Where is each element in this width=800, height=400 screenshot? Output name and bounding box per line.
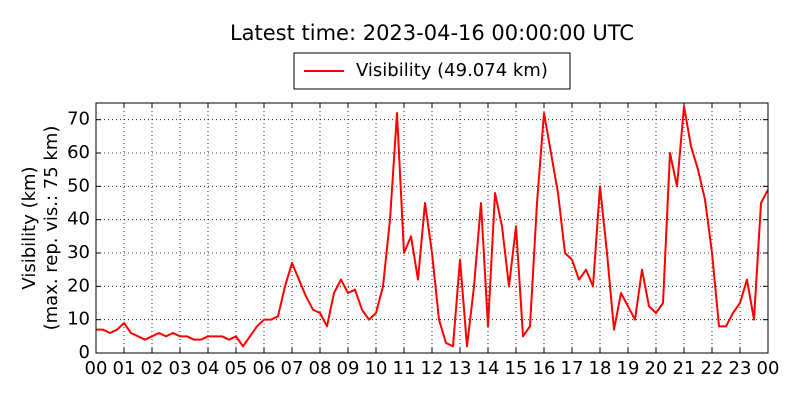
x-tick-label: 11 bbox=[393, 358, 416, 379]
y-tick-label: 30 bbox=[67, 242, 90, 263]
x-tick-label: 21 bbox=[673, 358, 696, 379]
y-tick-label: 70 bbox=[67, 109, 90, 130]
x-tick-label: 17 bbox=[561, 358, 584, 379]
x-tick-label: 13 bbox=[449, 358, 472, 379]
x-tick-label: 19 bbox=[617, 358, 640, 379]
y-tick-label: 40 bbox=[67, 209, 90, 230]
x-tick-label: 00 bbox=[757, 358, 780, 379]
x-tick-label: 08 bbox=[309, 358, 332, 379]
data-line bbox=[96, 105, 769, 348]
y-tick-label: 0 bbox=[79, 342, 90, 363]
y-tick-label: 10 bbox=[67, 309, 90, 330]
legend-label: Visibility (49.074 km) bbox=[356, 60, 548, 81]
x-tick-label: 00 bbox=[85, 358, 108, 379]
x-tick-label: 15 bbox=[505, 358, 528, 379]
x-tick-label: 09 bbox=[337, 358, 360, 379]
x-tick-label: 14 bbox=[477, 358, 500, 379]
x-tick-label: 10 bbox=[365, 358, 388, 379]
x-tick-label: 20 bbox=[645, 358, 668, 379]
x-tick-label: 04 bbox=[197, 358, 220, 379]
x-tick-label: 02 bbox=[141, 358, 164, 379]
x-tick-label: 16 bbox=[533, 358, 556, 379]
x-tick-label: 06 bbox=[253, 358, 276, 379]
x-tick-label: 07 bbox=[281, 358, 304, 379]
y-tick-label: 50 bbox=[67, 175, 90, 196]
x-tick-label: 23 bbox=[729, 358, 752, 379]
x-tick-label: 12 bbox=[421, 358, 444, 379]
y-axis-label: Visibility (km) bbox=[19, 166, 40, 289]
x-tick-label: 05 bbox=[225, 358, 248, 379]
y-axis-label: (max. rep. vis.: 75 km) bbox=[41, 126, 62, 331]
x-tick-label: 22 bbox=[701, 358, 724, 379]
y-tick-label: 20 bbox=[67, 275, 90, 296]
plot-frame bbox=[95, 102, 769, 354]
x-tick-label: 18 bbox=[589, 358, 612, 379]
x-tick-label: 03 bbox=[169, 358, 192, 379]
y-tick-label: 60 bbox=[67, 142, 90, 163]
legend: Visibility (49.074 km) bbox=[293, 52, 571, 90]
x-tick-label: 01 bbox=[113, 358, 136, 379]
chart-title: Latest time: 2023-04-16 00:00:00 UTC bbox=[230, 21, 634, 45]
